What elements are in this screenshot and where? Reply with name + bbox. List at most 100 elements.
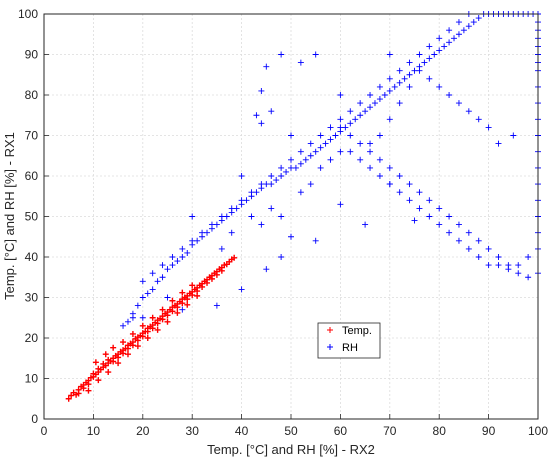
- point-rh: [297, 160, 304, 167]
- point-rh: [283, 168, 290, 175]
- point-rh: [406, 181, 413, 188]
- point-temp: [110, 344, 117, 351]
- point-rh: [317, 144, 324, 151]
- point-rh: [357, 156, 364, 163]
- point-temp: [159, 306, 166, 313]
- point-rh: [515, 270, 522, 277]
- point-rh: [278, 164, 285, 171]
- point-temp: [124, 345, 131, 352]
- point-rh: [312, 148, 319, 155]
- point-rh: [149, 286, 156, 293]
- point-temp: [149, 325, 156, 332]
- x-tick-label: 30: [186, 424, 200, 438]
- point-temp: [92, 359, 99, 366]
- point-rh: [268, 173, 275, 179]
- point-rh: [376, 83, 383, 90]
- y-tick-label: 0: [31, 412, 38, 426]
- y-tick-label: 50: [25, 210, 39, 224]
- x-tick-label: 50: [284, 424, 298, 438]
- point-rh: [485, 262, 492, 269]
- point-rh: [446, 92, 453, 98]
- point-rh: [312, 51, 319, 58]
- point-rh: [416, 51, 423, 58]
- point-temp: [75, 390, 82, 397]
- point-rh: [386, 75, 393, 82]
- point-rh: [396, 100, 403, 107]
- point-rh: [455, 221, 462, 228]
- point-temp: [231, 254, 238, 261]
- point-temp: [149, 314, 156, 321]
- point-rh: [367, 104, 374, 111]
- point-temp: [85, 381, 92, 388]
- point-rh: [307, 181, 314, 188]
- point-rh: [470, 19, 477, 26]
- point-rh: [258, 221, 265, 228]
- point-rh: [381, 92, 388, 98]
- point-rh: [179, 306, 186, 313]
- point-rh: [436, 35, 443, 42]
- point-temp: [115, 360, 122, 367]
- point-rh: [347, 108, 354, 115]
- y-tick-label: 70: [25, 129, 39, 143]
- point-temp: [105, 369, 112, 376]
- point-rh: [179, 245, 186, 252]
- point-rh: [391, 83, 398, 90]
- point-temp: [174, 309, 181, 316]
- point-rh: [426, 75, 433, 82]
- point-rh: [495, 262, 502, 269]
- point-rh: [307, 140, 314, 147]
- legend-box: [317, 322, 381, 359]
- point-rh: [426, 213, 433, 220]
- point-rh: [347, 132, 354, 139]
- point-temp: [154, 320, 161, 327]
- point-rh: [431, 51, 438, 58]
- point-temp: [189, 282, 196, 289]
- point-rh: [357, 112, 364, 119]
- point-temp: [184, 301, 191, 308]
- point-rh: [465, 229, 472, 236]
- point-temp: [179, 289, 186, 296]
- x-tick-label: 90: [482, 424, 496, 438]
- point-temp: [139, 322, 146, 329]
- point-temp: [129, 330, 136, 337]
- point-rh: [510, 132, 517, 139]
- point-rh: [485, 245, 492, 252]
- point-rh: [169, 262, 176, 269]
- point-rh: [278, 254, 285, 260]
- y-axis-label: Temp. [°C] and RH [%] - RX1: [2, 132, 17, 300]
- x-axis-label: Temp. [°C] and RH [%] - RX2: [207, 442, 375, 457]
- point-rh: [376, 156, 383, 163]
- point-rh: [376, 132, 383, 139]
- point-temp: [80, 385, 87, 392]
- point-rh: [406, 71, 413, 78]
- point-rh: [189, 237, 196, 244]
- y-tick-label: 10: [25, 372, 39, 386]
- point-rh: [367, 140, 374, 147]
- point-temp: [169, 308, 176, 315]
- point-temp: [102, 351, 109, 358]
- point-temp: [134, 343, 141, 350]
- point-temp: [179, 300, 186, 307]
- point-rh: [184, 249, 191, 256]
- point-rh: [436, 221, 443, 228]
- point-rh: [129, 314, 136, 321]
- point-rh: [426, 55, 433, 62]
- point-rh: [337, 148, 344, 155]
- point-temp: [204, 279, 211, 286]
- legend-label-rh: RH: [342, 342, 358, 354]
- legend-label-temp: Temp.: [342, 325, 372, 337]
- point-rh: [421, 59, 428, 66]
- point-rh: [362, 108, 369, 115]
- x-tick-label: 60: [334, 424, 348, 438]
- point-rh: [396, 189, 403, 196]
- point-rh: [292, 164, 299, 171]
- point-rh: [411, 217, 418, 224]
- point-rh: [139, 278, 146, 285]
- point-rh: [179, 254, 186, 260]
- point-temp: [164, 318, 171, 325]
- point-rh: [455, 100, 462, 107]
- point-rh: [124, 318, 131, 325]
- point-rh: [312, 237, 319, 244]
- legend-marker-temp: [327, 327, 333, 333]
